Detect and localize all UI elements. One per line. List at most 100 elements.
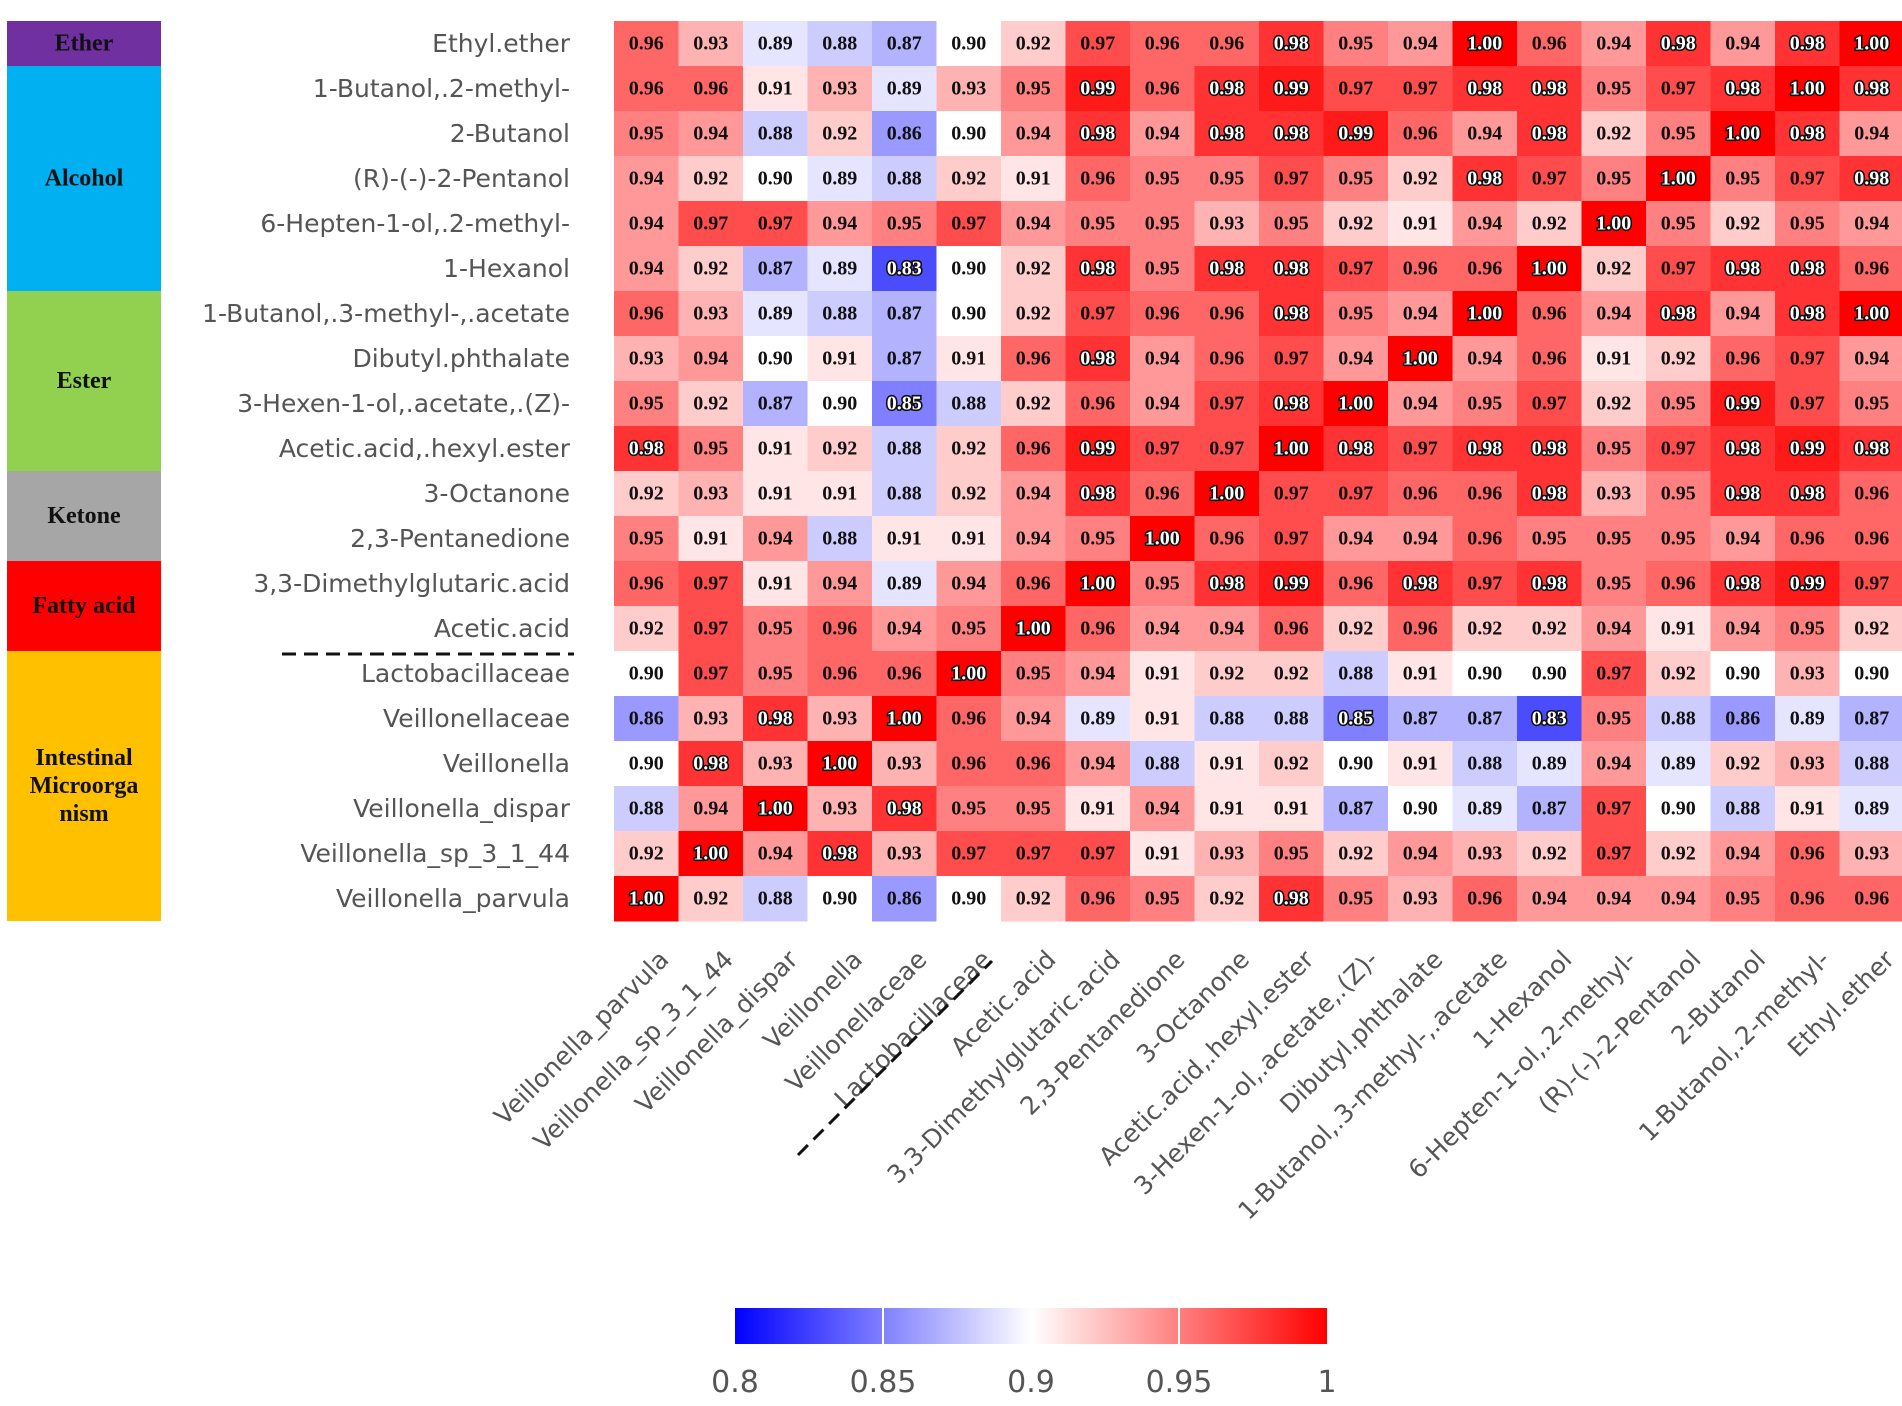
heatmap-cell (1001, 21, 1066, 67)
cell-value-label: 0.93 (1467, 843, 1502, 865)
cell-value-label: 0.95 (629, 123, 664, 145)
cell-value-label: 0.93 (693, 708, 728, 730)
cell-value-label: 0.97 (1532, 393, 1567, 415)
heatmap-cell (1452, 66, 1518, 112)
row-label: 3-Octanone (423, 479, 570, 508)
heatmap-cell (1388, 21, 1453, 67)
cell-value-label: 0.98 (1274, 33, 1309, 55)
cell-value-label: 0.94 (1725, 618, 1760, 640)
cell-value-label: 0.91 (1080, 798, 1115, 820)
row-label: 6-Hepten-1-ol,.2-methyl- (260, 209, 570, 238)
cell-value-label: 0.96 (1209, 528, 1244, 550)
cell-value-label: 0.90 (951, 33, 986, 55)
cell-value-label: 0.92 (1467, 618, 1502, 640)
heatmap-cell (614, 291, 679, 337)
cell-value-label: 0.89 (1854, 798, 1889, 820)
cell-value-label: 0.90 (951, 303, 986, 325)
cell-value-label: 0.92 (1274, 753, 1309, 775)
heatmap-cell (1065, 291, 1131, 337)
cell-value-label: 0.88 (1661, 708, 1696, 730)
heatmap-cell (1775, 561, 1840, 607)
cell-value-label: 0.89 (758, 303, 793, 325)
cell-value-label: 0.94 (951, 573, 986, 595)
cell-value-label: 0.98 (629, 438, 664, 460)
cell-value-label: 0.97 (693, 573, 728, 595)
cell-value-label: 0.95 (1338, 303, 1373, 325)
heatmap-cell (614, 561, 679, 607)
cell-value-label: 0.95 (1661, 528, 1696, 550)
cell-value-label: 0.97 (1338, 78, 1373, 100)
cell-value-label: 0.96 (1016, 348, 1051, 370)
row-label: 1-Hexanol (443, 254, 570, 283)
heatmap-cell (1646, 831, 1711, 877)
heatmap-cell (1452, 111, 1518, 157)
heatmap-cell (678, 426, 744, 472)
heatmap-cell (1130, 291, 1195, 337)
heatmap-cell (1065, 561, 1131, 607)
heatmap-cell (1646, 336, 1711, 382)
heatmap-cell (1323, 291, 1389, 337)
heatmap-cell (678, 291, 744, 337)
heatmap-cell (1710, 696, 1776, 742)
cell-value-label: 0.97 (951, 213, 986, 235)
cell-value-label: 0.91 (1403, 753, 1438, 775)
cell-value-label: 0.98 (1661, 303, 1696, 325)
cell-value-label: 0.98 (1790, 258, 1825, 280)
heatmap-cell (614, 741, 679, 787)
heatmap-cell (1130, 561, 1195, 607)
cell-value-label: 0.95 (1145, 168, 1180, 190)
cell-value-label: 0.93 (822, 78, 857, 100)
cell-value-label: 0.93 (1790, 753, 1825, 775)
heatmap-cell (678, 606, 744, 652)
heatmap-cell (1323, 336, 1389, 382)
heatmap-cell (1130, 831, 1195, 877)
heatmap-cell (1388, 516, 1453, 562)
cell-value-label: 1.00 (758, 798, 793, 820)
cell-value-label: 0.98 (1274, 303, 1309, 325)
heatmap-cell (1323, 156, 1389, 202)
heatmap-cell (614, 831, 679, 877)
cell-value-label: 0.95 (1274, 843, 1309, 865)
heatmap-cell (1839, 561, 1902, 607)
heatmap-cell (1710, 741, 1776, 787)
heatmap-cell (1259, 561, 1324, 607)
heatmap-cell (1517, 336, 1582, 382)
heatmap-cell (614, 381, 679, 427)
heatmap-cell (1581, 876, 1647, 922)
cell-value-label: 0.98 (822, 843, 857, 865)
cell-value-label: 0.99 (1274, 573, 1309, 595)
cell-value-label: 0.95 (1274, 213, 1309, 235)
row-label: Ethyl.ether (432, 29, 571, 58)
cell-value-label: 0.96 (822, 663, 857, 685)
cell-value-label: 0.93 (758, 753, 793, 775)
heatmap-cell (807, 696, 873, 742)
row-label: 1-Butanol,.2-methyl- (313, 74, 570, 103)
cell-value-label: 0.85 (1338, 708, 1373, 730)
heatmap-cell (614, 246, 679, 292)
heatmap-cell (614, 786, 679, 832)
heatmap-cell (1130, 516, 1195, 562)
heatmap-cell (1323, 111, 1389, 157)
cell-value-label: 0.95 (1596, 78, 1631, 100)
cell-value-label: 0.94 (1016, 528, 1051, 550)
heatmap-cell (1517, 696, 1582, 742)
cell-value-label: 0.98 (1790, 123, 1825, 145)
cell-value-label: 0.96 (1338, 573, 1373, 595)
heatmap-cell (936, 66, 1002, 112)
heatmap-cell (1452, 741, 1518, 787)
cell-value-label: 0.97 (951, 843, 986, 865)
heatmap-cell (1065, 336, 1131, 382)
heatmap-cell (1388, 786, 1453, 832)
cell-value-label: 1.00 (887, 708, 922, 730)
heatmap-cell (1001, 111, 1066, 157)
cell-value-label: 0.91 (758, 483, 793, 505)
heatmap-cell (1065, 246, 1131, 292)
heatmap-cell (1517, 471, 1582, 517)
cell-value-label: 0.96 (1790, 888, 1825, 910)
cell-value-label: 0.96 (1403, 483, 1438, 505)
heatmap-cell (614, 471, 679, 517)
cell-value-label: 0.88 (1854, 753, 1889, 775)
cell-value-label: 0.92 (693, 393, 728, 415)
heatmap-cell (743, 516, 808, 562)
heatmap-cell (1839, 111, 1902, 157)
